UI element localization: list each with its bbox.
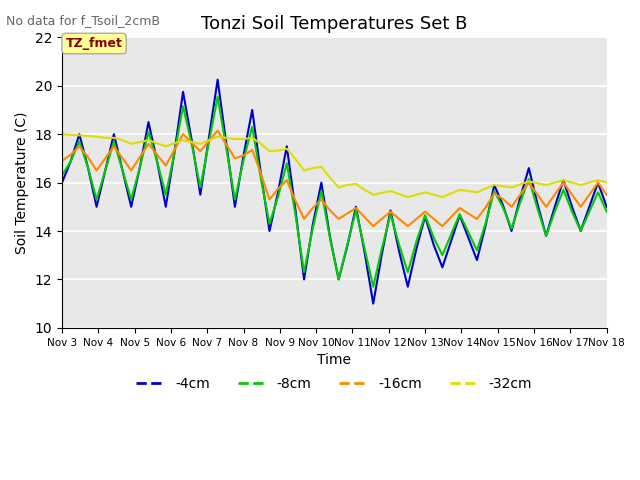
Legend: -4cm, -8cm, -16cm, -32cm: -4cm, -8cm, -16cm, -32cm [131,372,538,396]
Title: Tonzi Soil Temperatures Set B: Tonzi Soil Temperatures Set B [201,15,467,33]
Y-axis label: Soil Temperature (C): Soil Temperature (C) [15,111,29,254]
X-axis label: Time: Time [317,353,351,367]
Text: No data for f_Tsoil_2cmB: No data for f_Tsoil_2cmB [6,14,161,27]
Text: TZ_fmet: TZ_fmet [66,37,122,50]
